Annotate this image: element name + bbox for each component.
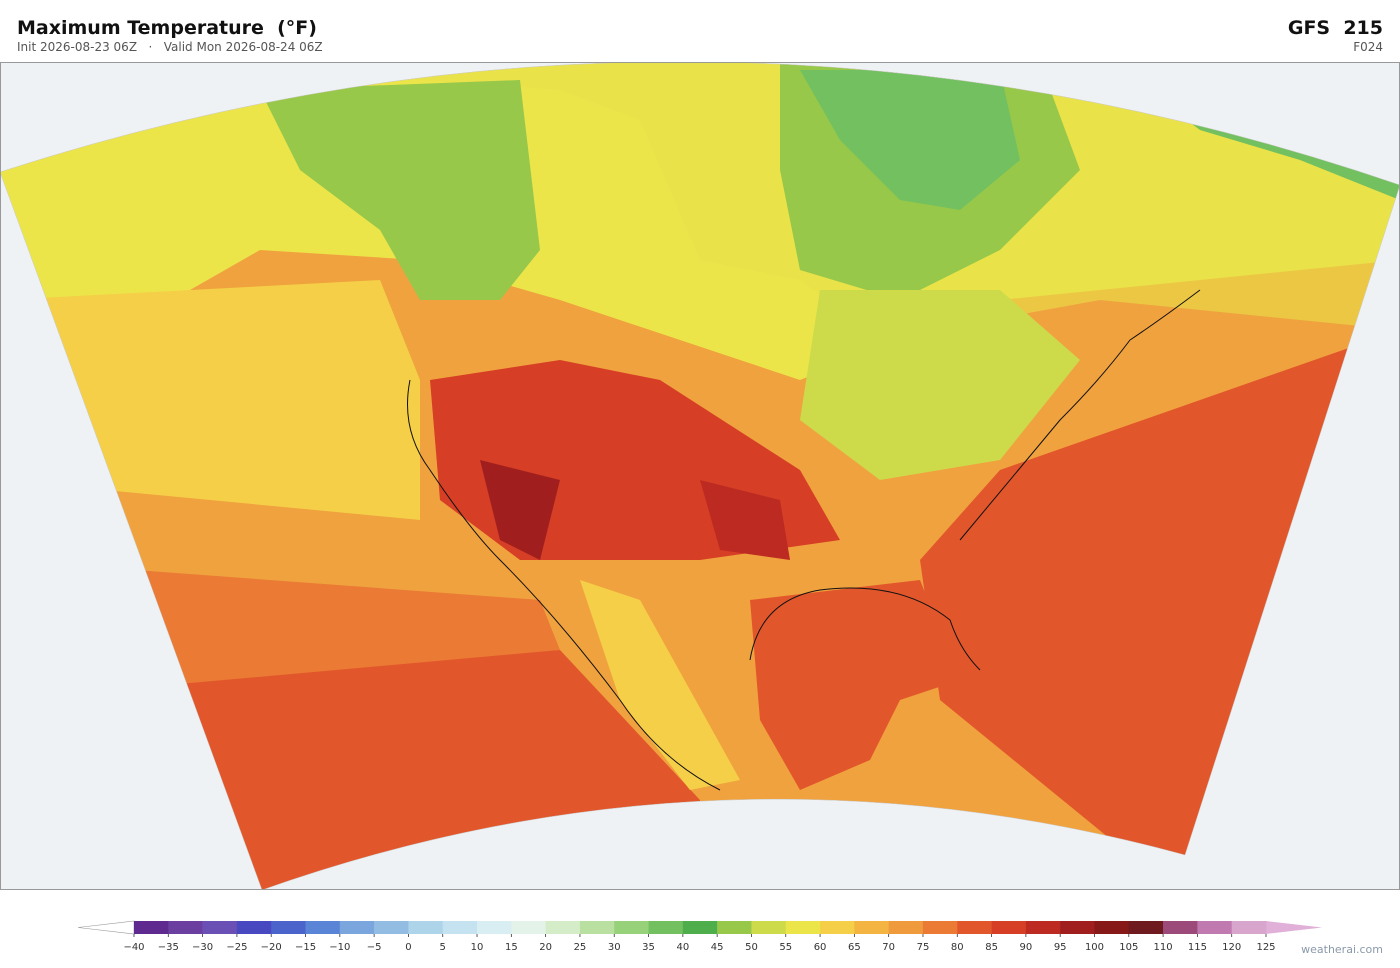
colorbar-tick-label: 70 [882, 942, 895, 953]
colorbar-segment [614, 921, 649, 934]
colorbar-tick-label: 5 [440, 942, 446, 953]
colorbar-segment [682, 921, 718, 934]
colorbar: −40 −35 −30 −25 −20 −15 −10 −5 0 5 10 15 20 25 30 35 40 4… [77, 920, 1322, 953]
colorbar-segment [648, 921, 684, 934]
colorbar-segment [339, 921, 375, 934]
colorbar-tick-label: 80 [951, 942, 964, 953]
colorbar-tick-label: 125 [1256, 942, 1275, 953]
colorbar-under [77, 920, 135, 935]
colorbar-segment [236, 921, 272, 934]
colorbar-tick-label: 105 [1119, 942, 1138, 953]
colorbar-tick-label: −30 [192, 942, 213, 953]
colorbar-segment [374, 921, 409, 934]
colorbar-segment [751, 921, 787, 934]
colorbar-segment [1128, 921, 1164, 934]
colorbar-segment [922, 921, 958, 934]
colorbar-tick-label: −20 [261, 942, 282, 953]
colorbar-tick-label: −10 [329, 942, 350, 953]
colorbar-tick-label: 115 [1188, 942, 1207, 953]
colorbar-segment [1163, 921, 1198, 934]
colorbar-segment [888, 921, 924, 934]
colorbar-segment [545, 921, 581, 934]
colorbar-segment [957, 921, 992, 934]
colorbar-segment [854, 921, 889, 934]
watermark: weatherai.com [1301, 943, 1383, 956]
colorbar-segment [1197, 921, 1232, 934]
forecast-hour: F024 [1353, 40, 1383, 54]
colorbar-segment [1094, 921, 1130, 934]
colorbar-tick-label: 25 [574, 942, 587, 953]
colorbar-segment [991, 921, 1027, 934]
colorbar-tick-label: 45 [711, 942, 724, 953]
colorbar-tick-label: −25 [226, 942, 247, 953]
colorbar-segment [271, 921, 306, 934]
colorbar-segment [511, 921, 546, 934]
colorbar-segment [820, 921, 855, 934]
colorbar-tick-label: 95 [1054, 942, 1067, 953]
colorbar-segment [1060, 921, 1095, 934]
colorbar-tick-label: 30 [608, 942, 621, 953]
colorbar-tick-label: 20 [539, 942, 552, 953]
colorbar-tick-label: 10 [471, 942, 484, 953]
colorbar-segment [305, 921, 341, 934]
colorbar-tick-label: 15 [505, 942, 518, 953]
colorbar-tick-label: 35 [642, 942, 655, 953]
colorbar-segment [1025, 921, 1061, 934]
colorbar-over [1266, 921, 1322, 934]
colorbar-tick-label: 120 [1222, 942, 1241, 953]
colorbar-segment [168, 921, 203, 934]
colorbar-tick-label: 65 [848, 942, 861, 953]
colorbar-segment [408, 921, 444, 934]
title: Maximum Temperature (°F) [17, 17, 317, 39]
colorbar-segment [579, 921, 615, 934]
colorbar-segment [1231, 921, 1267, 934]
colorbar-segment [717, 921, 752, 934]
colorbar-tick-label: 40 [676, 942, 689, 953]
colorbar-tick-label: −40 [123, 942, 144, 953]
colorbar-segment [134, 921, 169, 934]
coastline [407, 289, 1201, 791]
colorbar-tick-label: 100 [1085, 942, 1104, 953]
colorbar-segment [202, 921, 238, 934]
colorbar-tick-label: −15 [295, 942, 316, 953]
colorbar-segment [442, 921, 478, 934]
colorbar-segment [785, 921, 821, 934]
colorbar-tick-label: 0 [405, 942, 411, 953]
domain-outline [0, 62, 1400, 890]
colorbar-tick-label: 55 [779, 942, 792, 953]
colorbar-tick-label: 85 [985, 942, 998, 953]
colorbar-tick-label: 75 [917, 942, 930, 953]
subtitle: Init 2026-08-23 06Z · Valid Mon 2026-08-… [17, 40, 323, 54]
colorbar-segment [477, 921, 512, 934]
colorbar-tick-label: −5 [367, 942, 382, 953]
colorbar-tick-label: 90 [1020, 942, 1033, 953]
colorbar-tick-label: 50 [745, 942, 758, 953]
model: GFS 215 [1288, 17, 1383, 39]
colorbar-tick-label: −35 [158, 942, 179, 953]
colorbar-tick-label: 110 [1154, 942, 1173, 953]
colorbar-tick-label: 60 [814, 942, 827, 953]
